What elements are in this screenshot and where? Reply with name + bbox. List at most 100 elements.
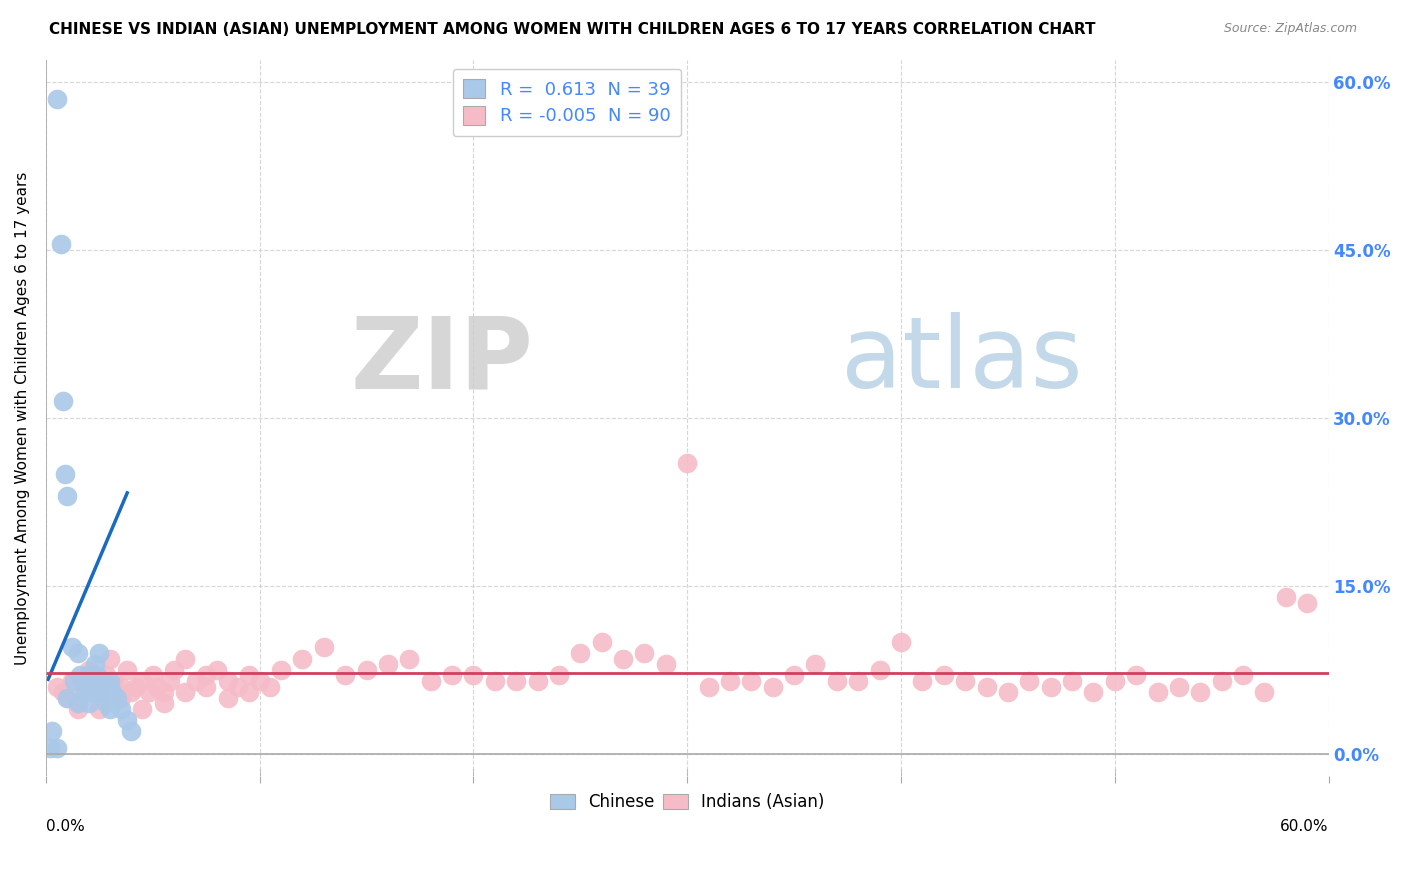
Point: [89, 646, 111, 660]
Text: atlas: atlas: [841, 312, 1083, 409]
Point: [484, 673, 506, 688]
Point: [505, 673, 527, 688]
Point: [228, 680, 250, 694]
Point: [1253, 685, 1275, 699]
Point: [110, 702, 132, 716]
Point: [997, 685, 1019, 699]
Point: [103, 673, 125, 688]
Point: [67, 697, 90, 711]
Point: [633, 646, 655, 660]
Point: [121, 685, 143, 699]
Point: [152, 685, 174, 699]
Point: [89, 685, 111, 699]
Point: [740, 673, 762, 688]
Point: [45, 741, 67, 756]
Point: [205, 663, 228, 677]
Point: [67, 646, 90, 660]
Point: [105, 690, 128, 705]
Point: [89, 680, 111, 694]
Point: [110, 680, 132, 694]
Text: ZIP: ZIP: [350, 312, 533, 409]
Point: [60, 640, 83, 655]
Y-axis label: Unemployment Among Women with Children Ages 6 to 17 years: Unemployment Among Women with Children A…: [15, 171, 30, 665]
Point: [115, 663, 138, 677]
Point: [676, 456, 699, 470]
Point: [655, 657, 678, 672]
Point: [356, 663, 378, 677]
Point: [1167, 680, 1189, 694]
Point: [762, 680, 785, 694]
Point: [138, 685, 160, 699]
Text: CHINESE VS INDIAN (ASIAN) UNEMPLOYMENT AMONG WOMEN WITH CHILDREN AGES 6 TO 17 YE: CHINESE VS INDIAN (ASIAN) UNEMPLOYMENT A…: [49, 22, 1095, 37]
Point: [53, 467, 76, 481]
Point: [911, 673, 934, 688]
Point: [441, 668, 464, 682]
Text: 0.0%: 0.0%: [46, 819, 84, 834]
Point: [270, 663, 292, 677]
Point: [217, 673, 239, 688]
Point: [52, 394, 75, 409]
Point: [56, 489, 79, 503]
Point: [591, 635, 613, 649]
Point: [825, 673, 848, 688]
Point: [82, 668, 104, 682]
Point: [1146, 685, 1168, 699]
Point: [152, 697, 174, 711]
Point: [783, 668, 806, 682]
Point: [56, 690, 79, 705]
Point: [238, 668, 260, 682]
Legend: Chinese, Indians (Asian): Chinese, Indians (Asian): [543, 787, 831, 818]
Text: Source: ZipAtlas.com: Source: ZipAtlas.com: [1223, 22, 1357, 36]
Point: [49, 237, 72, 252]
Point: [121, 724, 143, 739]
Point: [110, 690, 132, 705]
Point: [142, 668, 165, 682]
Point: [217, 690, 239, 705]
Point: [163, 663, 186, 677]
Point: [90, 685, 112, 699]
Point: [195, 668, 218, 682]
Point: [39, 741, 62, 756]
Point: [1104, 673, 1126, 688]
Point: [932, 668, 955, 682]
Point: [1211, 673, 1233, 688]
Point: [69, 668, 91, 682]
Point: [62, 673, 84, 688]
Point: [804, 657, 827, 672]
Point: [291, 651, 314, 665]
Point: [41, 724, 63, 739]
Point: [52, 685, 75, 699]
Point: [1039, 680, 1062, 694]
Point: [1018, 673, 1040, 688]
Point: [125, 680, 148, 694]
Point: [89, 702, 111, 716]
Point: [73, 680, 96, 694]
Point: [73, 673, 96, 688]
Point: [84, 657, 107, 672]
Point: [82, 680, 104, 694]
Point: [259, 680, 281, 694]
Point: [67, 697, 90, 711]
Point: [101, 685, 124, 699]
Point: [1125, 668, 1147, 682]
Point: [80, 685, 103, 699]
Point: [67, 702, 90, 716]
Point: [238, 685, 260, 699]
Point: [98, 702, 121, 716]
Point: [94, 668, 117, 682]
Point: [73, 685, 96, 699]
Point: [1083, 685, 1105, 699]
Point: [146, 680, 169, 694]
Point: [377, 657, 399, 672]
Point: [249, 673, 271, 688]
Point: [98, 673, 121, 688]
Point: [174, 685, 197, 699]
Point: [697, 680, 720, 694]
Point: [1296, 596, 1319, 610]
Point: [184, 673, 207, 688]
Point: [76, 680, 98, 694]
Point: [94, 697, 117, 711]
Point: [718, 673, 741, 688]
Point: [94, 685, 117, 699]
Point: [953, 673, 976, 688]
